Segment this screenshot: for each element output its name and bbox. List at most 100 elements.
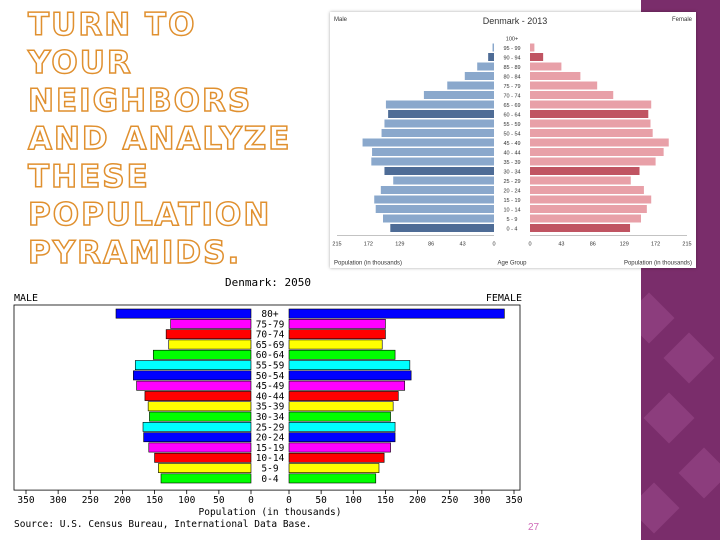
male-bar bbox=[393, 176, 494, 185]
age-group-label: 90 - 94 bbox=[503, 56, 520, 62]
female-bar bbox=[530, 186, 644, 194]
female-bar bbox=[530, 176, 631, 185]
female-bar bbox=[288, 463, 380, 473]
female-bar bbox=[530, 195, 652, 204]
x-tick-label: 129 bbox=[395, 242, 404, 248]
age-group-label: 10 - 14 bbox=[503, 208, 520, 214]
male-bar bbox=[371, 157, 494, 166]
female-bar bbox=[530, 62, 562, 71]
male-bar bbox=[362, 138, 494, 147]
age-group-label: 35 - 39 bbox=[503, 160, 520, 166]
male-bar bbox=[375, 205, 494, 213]
female-bar bbox=[530, 110, 649, 118]
female-bar bbox=[288, 349, 396, 360]
decorative-diamond bbox=[678, 447, 720, 499]
pyramid-2050-svg: Denmark: 2050 MALE FEMALE 80+75-7970-7465-6… bbox=[13, 276, 523, 530]
female-bar bbox=[288, 380, 406, 391]
age-group-label: 25 - 29 bbox=[503, 179, 520, 185]
pyramid-chart-2050: Denmark: 2050 MALE FEMALE 80+ 75-79 70-74 65-6… bbox=[12, 272, 524, 530]
age-group-label: 15-19 bbox=[256, 443, 285, 454]
female-bar bbox=[530, 224, 631, 232]
x-axis-label-left: Population (in thousands) bbox=[334, 261, 402, 267]
age-group-label: 95 - 99 bbox=[503, 46, 520, 52]
female-bar bbox=[288, 401, 394, 412]
age-group-label: 50 - 54 bbox=[503, 132, 520, 138]
male-bar bbox=[381, 129, 494, 137]
x-tick-label: 200 bbox=[114, 495, 131, 506]
male-bar bbox=[165, 329, 252, 340]
age-group-label: 45 - 49 bbox=[503, 141, 520, 147]
male-bar bbox=[148, 442, 252, 453]
x-tick-label: 150 bbox=[146, 495, 163, 506]
male-bar bbox=[383, 214, 494, 223]
age-group-label: 45-49 bbox=[256, 381, 285, 392]
age-group-label: 55 - 59 bbox=[503, 122, 520, 128]
x-tick-label: 0 bbox=[492, 242, 495, 248]
age-group-label: 15 - 19 bbox=[503, 198, 520, 204]
x-tick-label: 200 bbox=[409, 495, 426, 506]
pyramid-chart-2013: Denmark - 2013 Male Female 100+ 95 - 99 90 - … bbox=[330, 12, 696, 268]
x-tick-label: 172 bbox=[651, 242, 660, 248]
female-bar bbox=[530, 53, 544, 61]
male-bar bbox=[374, 195, 494, 204]
female-bar bbox=[530, 81, 598, 90]
x-tick-label: 100 bbox=[345, 495, 362, 506]
pyramid-2013-svg: Denmark - 2013 Male Female 100+ 95 - 99 90 - … bbox=[332, 16, 693, 267]
right-group-label: FEMALE bbox=[486, 293, 522, 304]
age-group-label: 80 - 84 bbox=[503, 75, 520, 81]
decorative-diamond bbox=[643, 392, 695, 444]
right-group-label: Female bbox=[672, 17, 693, 23]
x-tick-label: 129 bbox=[620, 242, 629, 248]
female-bar bbox=[288, 318, 386, 329]
x-axis-label: Population (in thousands) bbox=[199, 507, 342, 518]
male-bar bbox=[380, 186, 494, 194]
male-bar bbox=[134, 360, 252, 370]
age-group-label: 70-74 bbox=[256, 330, 285, 341]
age-group-label: 5-9 bbox=[261, 464, 278, 475]
x-tick-label: 50 bbox=[213, 495, 225, 506]
male-bar bbox=[372, 148, 494, 156]
x-tick-label: 250 bbox=[441, 495, 458, 506]
age-group-label: 80+ bbox=[261, 309, 278, 320]
x-tick-label: 150 bbox=[377, 495, 394, 506]
male-bar bbox=[390, 224, 494, 232]
female-bar bbox=[288, 370, 412, 381]
male-bar bbox=[170, 318, 252, 329]
male-bar bbox=[142, 422, 252, 432]
male-bar bbox=[384, 167, 494, 175]
male-bar bbox=[147, 401, 252, 412]
female-bar bbox=[530, 91, 614, 99]
age-group-label: 70 - 74 bbox=[503, 94, 520, 100]
chart-title: Denmark: 2050 bbox=[225, 276, 311, 289]
female-bar bbox=[288, 452, 385, 463]
female-bar bbox=[530, 148, 664, 156]
x-axis-label-right: Population (in thousands) bbox=[624, 261, 692, 267]
age-group-label: 50-54 bbox=[256, 371, 285, 382]
female-bar bbox=[530, 214, 641, 223]
male-bar bbox=[488, 53, 494, 61]
decorative-diamond bbox=[663, 332, 715, 384]
male-bar bbox=[384, 119, 494, 128]
male-bar bbox=[144, 391, 252, 401]
age-group-label: 65-69 bbox=[256, 340, 285, 351]
age-group-label: 55-59 bbox=[256, 361, 285, 372]
x-tick-label: 43 bbox=[558, 242, 564, 248]
x-tick-label: 50 bbox=[315, 495, 327, 506]
female-bar bbox=[530, 157, 656, 166]
x-tick-label: 0 bbox=[528, 242, 531, 248]
x-tick-label: 0 bbox=[286, 495, 292, 506]
female-bar bbox=[530, 138, 669, 147]
female-bar bbox=[288, 339, 383, 350]
female-bar bbox=[288, 411, 391, 422]
x-tick-label: 250 bbox=[82, 495, 99, 506]
female-bar bbox=[530, 72, 581, 80]
female-bar bbox=[288, 308, 505, 319]
female-bar bbox=[288, 442, 391, 453]
age-group-label: 75-79 bbox=[256, 319, 285, 330]
male-bar bbox=[477, 62, 494, 71]
x-tick-label: 86 bbox=[590, 242, 596, 248]
male-bar bbox=[423, 91, 494, 99]
age-group-label: 30-34 bbox=[256, 412, 285, 423]
male-bar bbox=[492, 43, 494, 52]
x-tick-label: 215 bbox=[332, 242, 341, 248]
